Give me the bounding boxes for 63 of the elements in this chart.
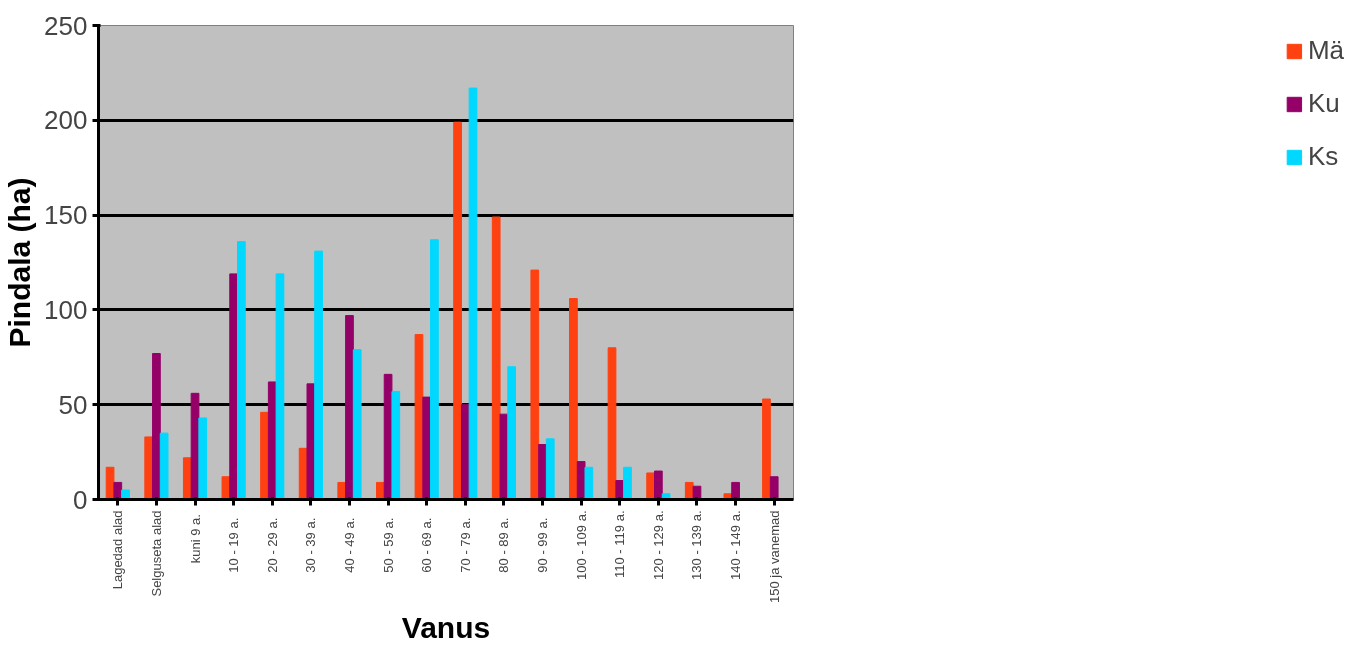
bar — [507, 366, 516, 500]
bar — [229, 273, 238, 500]
legend-label: Mä — [1307, 35, 1344, 66]
legend-label: Ku — [1307, 88, 1340, 119]
bar — [391, 390, 401, 500]
bar — [623, 466, 632, 500]
x-tick-label: 60 - 69 a. — [419, 517, 435, 573]
bar — [453, 121, 462, 500]
x-tick-label: 30 - 39 a. — [303, 517, 319, 573]
bar — [468, 87, 478, 500]
x-tick-label: 20 - 29 a. — [264, 517, 280, 573]
bar — [121, 489, 130, 500]
x-tick-label: 110 - 119 a. — [612, 510, 628, 578]
bar — [159, 432, 169, 500]
bar — [237, 241, 246, 500]
bar — [275, 273, 285, 500]
x-tick-label: 80 - 89 a. — [496, 517, 512, 573]
bar — [430, 239, 439, 500]
bar — [530, 269, 540, 500]
bar — [345, 315, 354, 500]
bar — [607, 347, 617, 500]
bar — [769, 476, 779, 500]
bar — [491, 216, 501, 500]
bar — [545, 438, 555, 500]
bar — [762, 398, 771, 500]
x-tick-label: kuni 9 a. — [187, 514, 203, 564]
bar — [569, 298, 578, 500]
x-axis-title: Vanus — [401, 611, 491, 645]
legend-label: Ks — [1307, 141, 1339, 172]
y-axis-title: Pindala (ha) — [3, 177, 37, 348]
x-tick-label: 70 - 79 a. — [457, 517, 473, 573]
bar — [422, 396, 432, 500]
bar — [144, 436, 154, 500]
x-tick-label: 90 - 99 a. — [535, 517, 551, 573]
x-tick-label: 150 ja vanemad — [766, 510, 782, 604]
bar — [654, 470, 663, 500]
bar — [414, 334, 424, 500]
bar — [499, 413, 509, 500]
x-tick-label: 120 - 129 a. — [650, 510, 666, 580]
bar — [314, 250, 323, 500]
y-tick-label: 150 — [44, 200, 88, 231]
bar — [692, 485, 702, 500]
y-tick-label: 0 — [73, 484, 88, 515]
x-tick-label: Lagedad alad — [110, 510, 126, 590]
bar — [352, 349, 362, 500]
y-tick-label: 200 — [44, 105, 88, 136]
x-tick-label: 50 - 59 a. — [380, 517, 396, 573]
x-tick-label: 140 - 149 a. — [728, 510, 744, 580]
bar — [198, 417, 208, 500]
y-tick-label: 100 — [44, 294, 88, 325]
bar — [260, 411, 269, 500]
bar — [152, 353, 161, 500]
x-tick-label: 100 - 109 a. — [573, 510, 589, 580]
x-tick-label: Selguseta alad — [148, 510, 164, 597]
bar — [731, 481, 740, 500]
y-tick-label: 250 — [44, 10, 88, 41]
bar — [306, 383, 316, 500]
x-tick-label: 40 - 49 a. — [341, 517, 357, 573]
y-tick-label: 50 — [58, 389, 88, 420]
bar — [460, 404, 470, 500]
bar — [584, 466, 594, 500]
x-tick-label: 130 - 139 a. — [689, 510, 705, 580]
x-tick-label: 10 - 19 a. — [226, 517, 242, 573]
